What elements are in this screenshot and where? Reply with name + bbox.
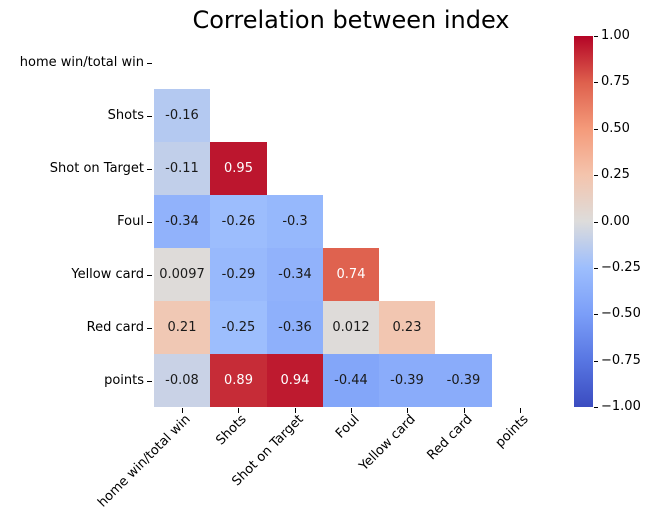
y-tick-label: Shots: [107, 108, 144, 123]
colorbar-tick-label: −1.00: [601, 399, 641, 414]
cell-value: -0.39: [446, 373, 481, 388]
colorbar-tick: [594, 407, 598, 408]
colorbar-tick-label: 0.75: [601, 74, 630, 89]
colorbar-tick-label: 1.00: [601, 28, 630, 43]
colorbar-tick-label: 0.50: [601, 121, 630, 136]
heatmap-cell: -0.39: [435, 354, 492, 407]
x-tick: [238, 408, 239, 413]
colorbar-tick: [594, 268, 598, 269]
colorbar-tick: [594, 36, 598, 37]
heatmap-cell: -0.29: [210, 248, 267, 301]
x-tick: [182, 408, 183, 413]
heatmap-cell: -0.08: [154, 354, 210, 407]
colorbar: [574, 36, 593, 407]
y-tick-label: points: [104, 373, 144, 388]
cell-value: 0.23: [392, 320, 422, 335]
heatmap-cell: -0.26: [210, 195, 267, 248]
colorbar-tick-label: 0.00: [601, 214, 630, 229]
heatmap-cell: -0.34: [267, 248, 323, 301]
colorbar-tick-label: −0.50: [601, 306, 641, 321]
cell-value: -0.44: [334, 373, 368, 388]
heatmap-cell: 0.012: [323, 301, 379, 354]
x-tick: [520, 408, 521, 413]
colorbar-tick-label: −0.25: [601, 260, 641, 275]
heatmap-cell: -0.39: [379, 354, 435, 407]
y-tick: [147, 275, 152, 276]
y-tick: [147, 116, 152, 117]
y-tick: [147, 63, 152, 64]
heatmap-cell: 0.89: [210, 354, 267, 407]
y-tick-label: Shot on Target: [49, 161, 144, 176]
colorbar-tick: [594, 314, 598, 315]
heatmap-cell: -0.36: [267, 301, 323, 354]
colorbar-tick-label: 0.25: [601, 167, 630, 182]
cell-value: -0.29: [221, 267, 256, 282]
colorbar-tick-label: −0.75: [601, 353, 641, 368]
cell-value: 0.0097: [159, 267, 205, 282]
heatmap-cell: 0.21: [154, 301, 210, 354]
heatmap-cell: 0.0097: [154, 248, 210, 301]
cell-value: 0.012: [332, 320, 370, 335]
cell-value: 0.21: [167, 320, 197, 335]
cell-value: -0.36: [278, 320, 312, 335]
heatmap-grid: -0.16 -0.11 0.95 -0.34 -0.26 -0.3 0.0097 -0.29 -…: [154, 36, 548, 407]
chart-title: Correlation between index: [192, 6, 510, 34]
heatmap-cell: -0.25: [210, 301, 267, 354]
cell-value: -0.08: [165, 373, 199, 388]
cell-value: -0.26: [221, 214, 256, 229]
cell-value: -0.34: [165, 214, 199, 229]
heatmap-cell: -0.11: [154, 142, 210, 195]
y-tick-label: Red card: [86, 320, 144, 335]
y-tick-label: Yellow card: [71, 267, 144, 282]
heatmap-cell: -0.3: [267, 195, 323, 248]
x-tick-label: home win/total win: [95, 412, 194, 511]
cell-value: 0.95: [224, 161, 253, 176]
colorbar-tick: [594, 361, 598, 362]
heatmap-cell: 0.23: [379, 301, 435, 354]
y-tick: [147, 222, 152, 223]
x-tick: [295, 408, 296, 413]
heatmap-cell: 0.95: [210, 142, 267, 195]
heatmap-cell: 0.74: [323, 248, 379, 301]
heatmap-cell: -0.44: [323, 354, 379, 407]
y-tick-label: Foul: [117, 214, 144, 229]
y-tick: [147, 328, 152, 329]
heatmap-cell: -0.34: [154, 195, 210, 248]
x-tick: [351, 408, 352, 413]
cell-value: -0.39: [390, 373, 424, 388]
colorbar-tick: [594, 129, 598, 130]
cell-value: -0.11: [165, 161, 199, 176]
colorbar-tick: [594, 222, 598, 223]
y-tick-label: home win/total win: [19, 55, 144, 70]
x-tick: [407, 408, 408, 413]
x-tick: [464, 408, 465, 413]
cell-value: -0.16: [165, 108, 199, 123]
cell-value: -0.3: [282, 214, 308, 229]
cell-value: -0.34: [278, 267, 312, 282]
cell-value: -0.25: [221, 320, 256, 335]
y-tick: [147, 169, 152, 170]
heatmap-cell: -0.16: [154, 89, 210, 142]
cell-value: 0.74: [336, 267, 366, 282]
cell-value: 0.89: [224, 373, 253, 388]
colorbar-tick: [594, 82, 598, 83]
heatmap-cell: 0.94: [267, 354, 323, 407]
colorbar-tick: [594, 175, 598, 176]
y-tick: [147, 381, 152, 382]
cell-value: 0.94: [280, 373, 310, 388]
